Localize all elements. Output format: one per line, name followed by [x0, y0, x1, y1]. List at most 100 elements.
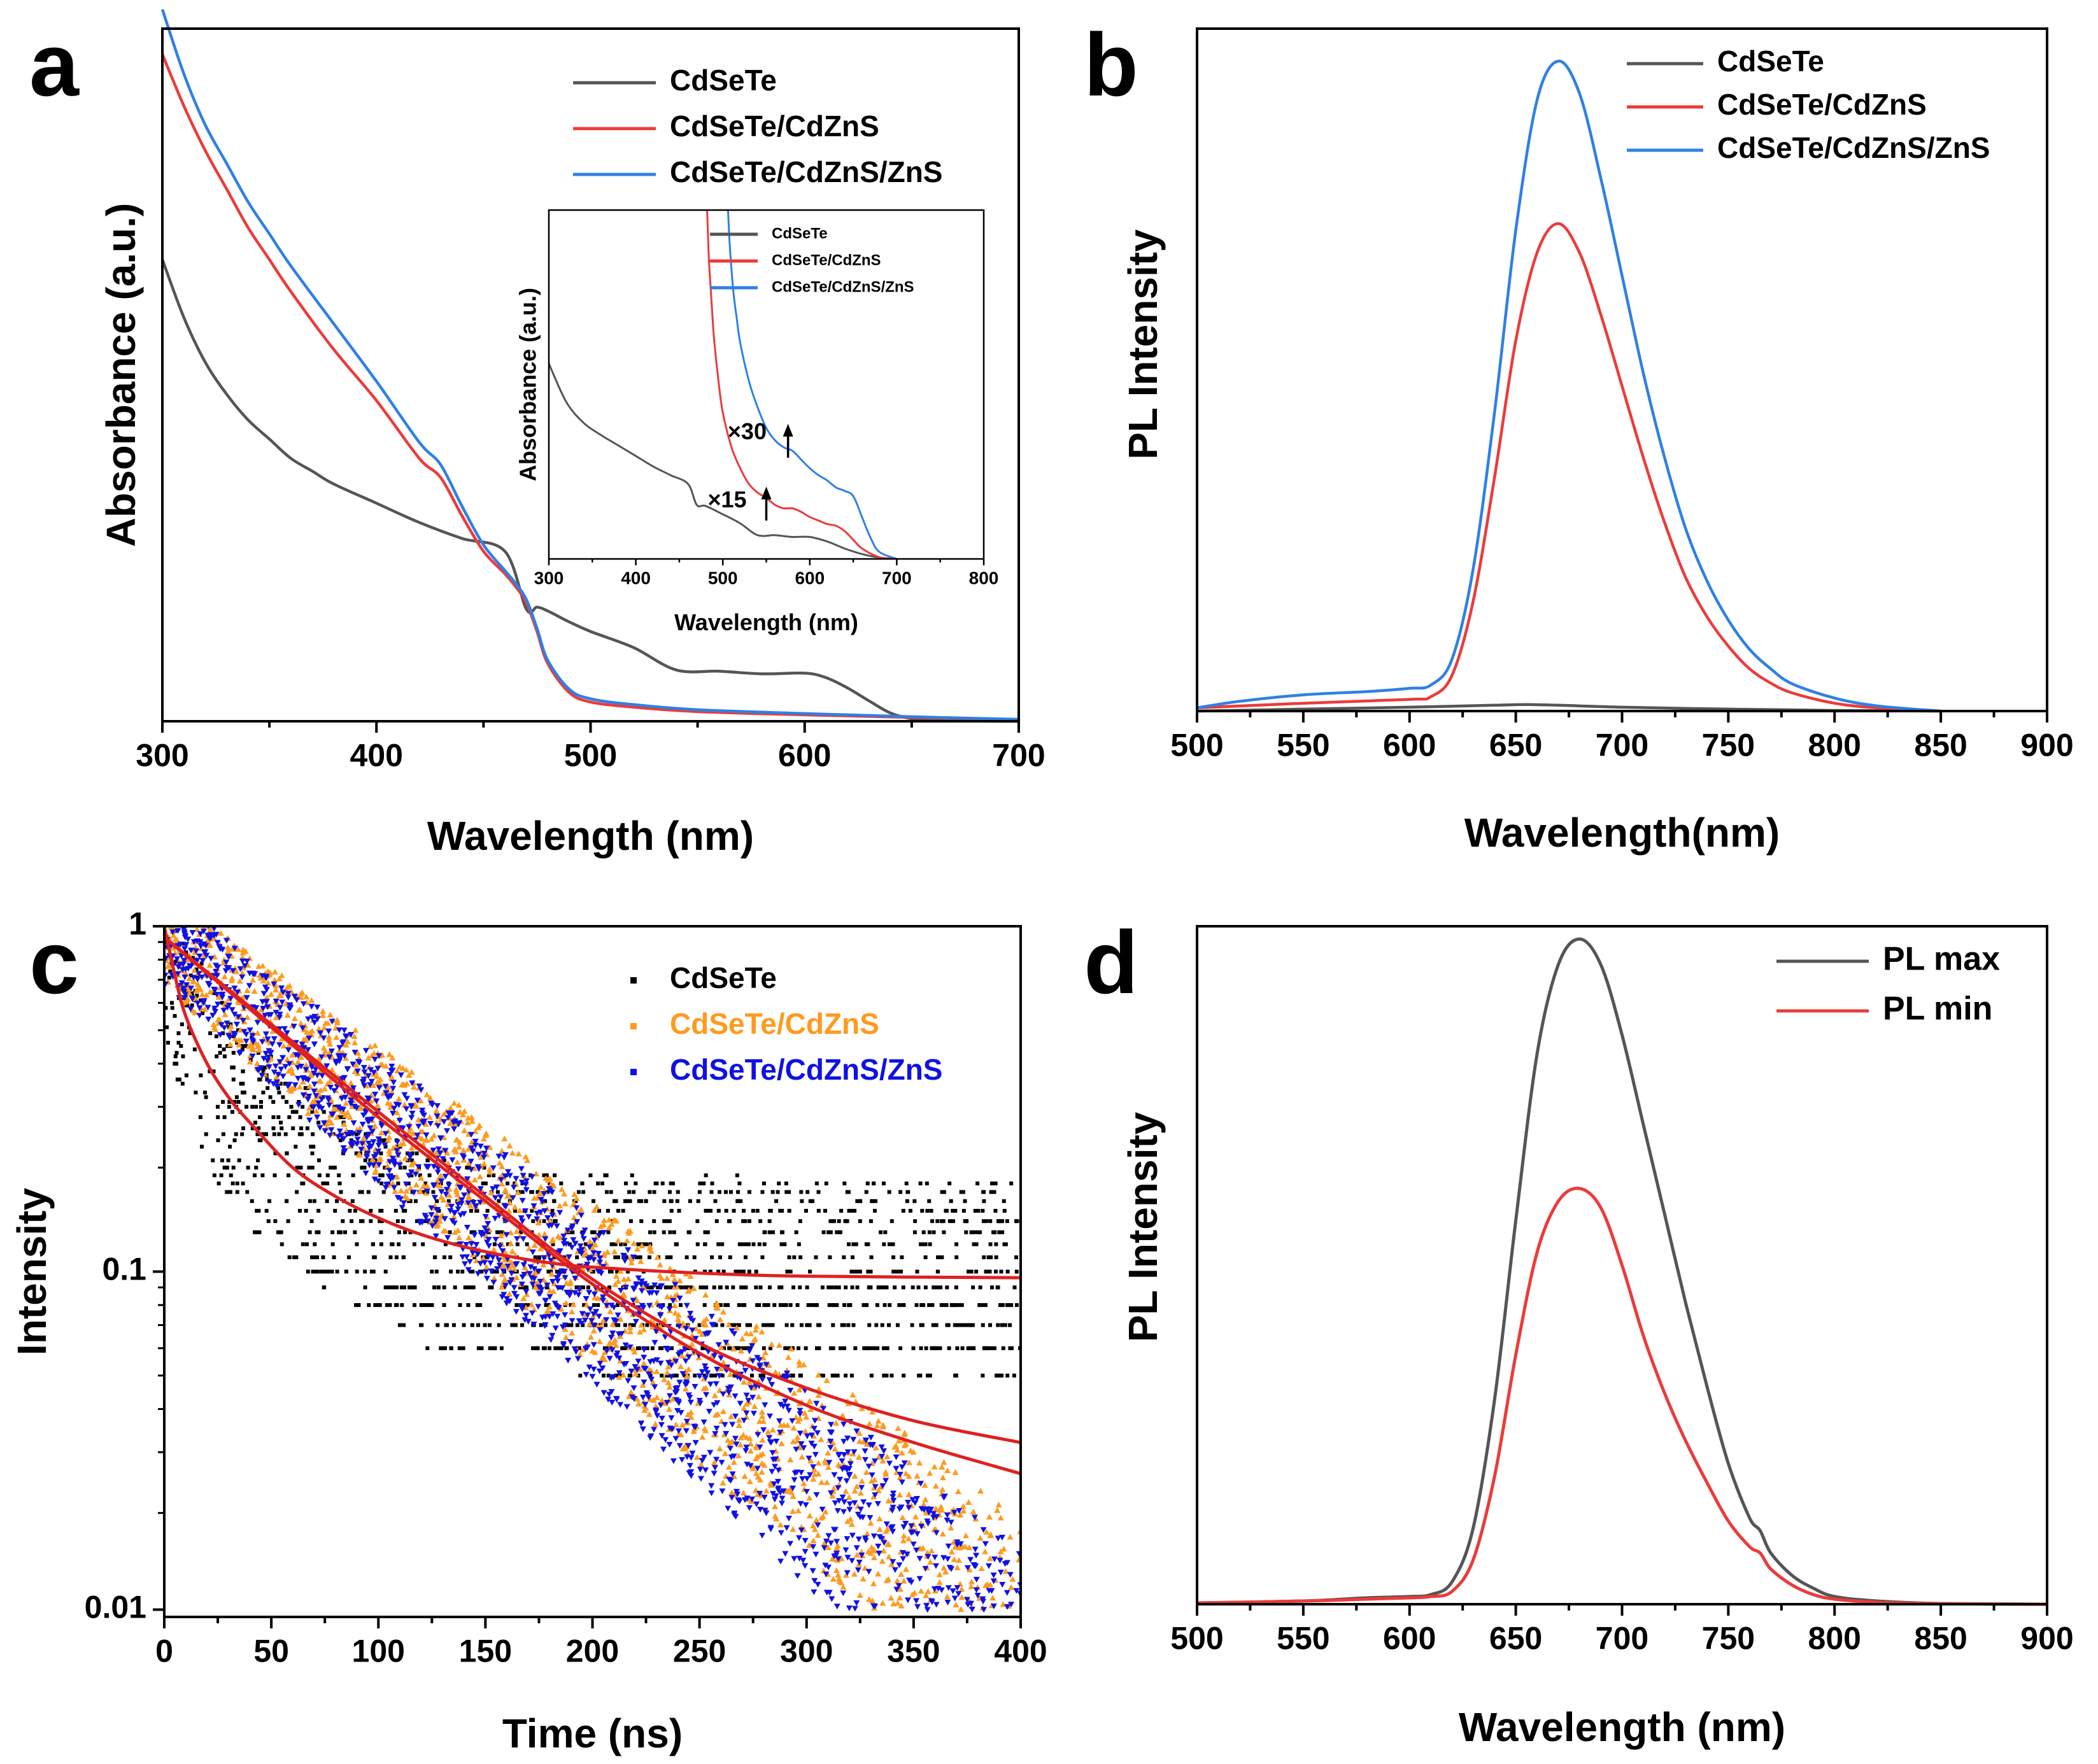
scatter-point	[876, 1285, 881, 1290]
scatter-point	[813, 1401, 820, 1407]
scatter-point	[811, 1577, 818, 1584]
scatter-point	[297, 994, 304, 1000]
scatter-point	[383, 1182, 390, 1188]
scatter-point	[246, 1059, 253, 1065]
scatter-point	[692, 1255, 697, 1260]
scatter-point	[435, 1146, 442, 1152]
scatter-point	[665, 1219, 670, 1224]
scatter-point	[599, 1353, 606, 1360]
scatter-point	[857, 1490, 864, 1496]
scatter-point	[723, 1190, 728, 1194]
scatter-point	[960, 1323, 965, 1327]
scatter-point	[837, 1285, 841, 1290]
scatter-point	[304, 1208, 308, 1213]
scatter-point	[830, 1439, 837, 1446]
scatter-point	[625, 1199, 629, 1203]
scatter-point	[784, 1182, 788, 1186]
scatter-point	[399, 1065, 406, 1071]
series-cdsete-cdzns-zns	[160, 9, 1019, 721]
scatter-point	[181, 974, 188, 980]
scatter-point	[820, 1406, 827, 1412]
scatter-point	[916, 1285, 921, 1290]
scatter-point	[981, 1208, 985, 1213]
scatter-point	[174, 1061, 178, 1066]
scatter-point	[492, 1236, 499, 1243]
scatter-point	[832, 1303, 836, 1308]
scatter-point	[548, 1346, 552, 1350]
scatter-point	[454, 1159, 461, 1165]
scatter-point	[846, 1501, 853, 1507]
scatter-point	[528, 1275, 535, 1281]
scatter-point	[485, 1243, 492, 1249]
scatter-point	[546, 1269, 551, 1274]
scatter-point	[1009, 1182, 1014, 1186]
scatter-point	[493, 1346, 497, 1350]
scatter-point	[939, 1464, 946, 1470]
scatter-point	[386, 1147, 393, 1154]
scatter-point	[375, 1136, 382, 1143]
scatter-point	[466, 1303, 471, 1308]
scatter-point	[280, 1242, 284, 1246]
scatter-point	[798, 1255, 803, 1260]
scatter-point	[529, 1249, 536, 1255]
scatter-point	[663, 1275, 670, 1281]
scatter-point	[465, 1145, 472, 1152]
scatter-point	[297, 1208, 302, 1213]
scatter-point	[295, 1059, 302, 1065]
scatter-point	[406, 1128, 413, 1134]
scatter-point	[338, 1138, 343, 1143]
scatter-point	[229, 977, 236, 984]
scatter-point	[827, 1303, 832, 1308]
scatter-point	[887, 1190, 891, 1194]
scatter-point	[810, 1476, 817, 1482]
scatter-point	[434, 1103, 441, 1109]
scatter-point	[417, 1097, 424, 1104]
scatter-point	[375, 1148, 382, 1155]
scatter-point	[851, 1449, 858, 1455]
scatter-point	[840, 1323, 844, 1327]
scatter-point	[879, 1422, 886, 1428]
scatter-point	[711, 1353, 718, 1359]
scatter-point	[424, 1303, 429, 1308]
scatter-point	[416, 1083, 423, 1090]
scatter-point	[353, 1062, 360, 1068]
scatter-point	[778, 1500, 785, 1507]
scatter-point	[278, 972, 285, 978]
scatter-point	[662, 1334, 669, 1341]
scatter-point	[944, 1512, 951, 1518]
scatter-point	[500, 1268, 507, 1274]
scatter-point	[306, 1083, 313, 1089]
scatter-point	[702, 1285, 706, 1290]
scatter-point	[728, 1489, 735, 1495]
scatter-point	[825, 1533, 832, 1539]
scatter-point	[433, 1215, 440, 1222]
scatter-point	[735, 1173, 739, 1178]
scatter-point	[518, 1303, 525, 1309]
scatter-point	[947, 1182, 952, 1186]
scatter-point	[649, 1379, 656, 1385]
scatter-point	[335, 1134, 342, 1140]
scatter-point	[925, 1588, 932, 1594]
scatter-point	[291, 994, 298, 1000]
scatter-point	[354, 1132, 358, 1136]
scatter-point	[486, 1144, 493, 1150]
scatter-point	[835, 1230, 839, 1234]
scatter-point	[276, 1059, 283, 1065]
scatter-point	[187, 914, 194, 920]
scatter-point	[972, 1230, 976, 1234]
scatter-point	[560, 1233, 567, 1239]
scatter-point	[337, 1106, 344, 1112]
scatter-point	[453, 1285, 457, 1290]
scatter-point	[231, 1077, 236, 1082]
scatter-point	[882, 1373, 886, 1378]
scatter-point	[828, 1219, 833, 1224]
scatter-point	[286, 1061, 293, 1067]
scatter-point	[1007, 1572, 1014, 1578]
scatter-point	[487, 1260, 494, 1267]
scatter-point	[1004, 1560, 1011, 1566]
scatter-point	[394, 1255, 399, 1260]
scatter-point	[304, 1096, 311, 1103]
scatter-point	[379, 1182, 384, 1186]
scatter-point	[846, 1605, 853, 1611]
